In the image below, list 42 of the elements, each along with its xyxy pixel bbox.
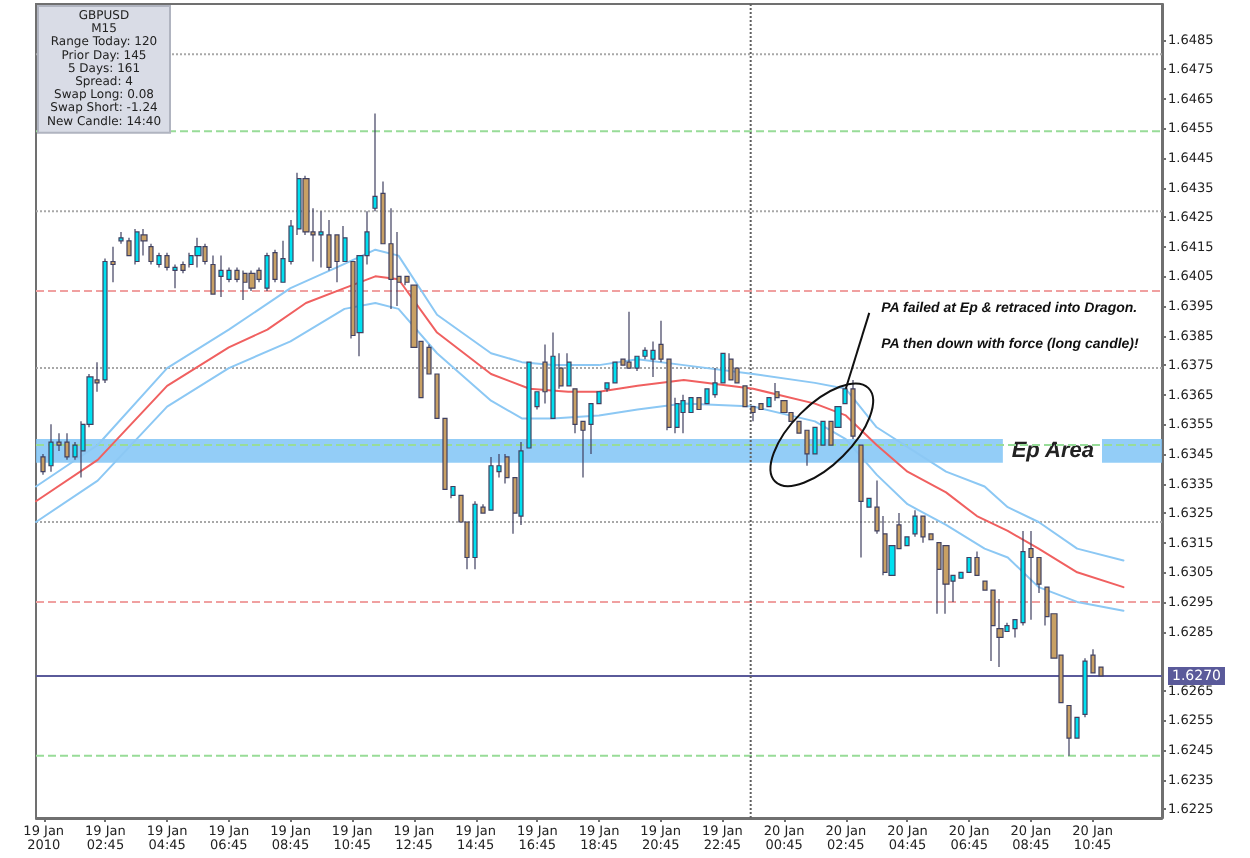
candlestick xyxy=(1028,530,1034,621)
candlestick xyxy=(318,210,324,269)
candlestick xyxy=(488,456,494,511)
candlestick xyxy=(194,237,202,269)
candlestick xyxy=(680,394,686,434)
candlestick xyxy=(728,352,734,381)
candlestick xyxy=(612,361,618,384)
candlestick xyxy=(140,228,148,257)
candlestick xyxy=(264,252,270,292)
candlestick xyxy=(780,400,788,414)
candlestick xyxy=(126,237,132,257)
candlestick xyxy=(912,509,918,538)
candlestick xyxy=(64,432,70,461)
candlestick xyxy=(210,255,216,295)
candlestick xyxy=(148,243,154,266)
candlestick xyxy=(936,542,942,615)
candlestick xyxy=(242,269,248,301)
candlestick xyxy=(850,379,856,440)
candlestick xyxy=(48,423,54,473)
candlestick xyxy=(526,361,532,449)
candlestick xyxy=(566,352,572,387)
candlestick xyxy=(990,589,996,662)
candlestick xyxy=(626,311,632,369)
candlestick xyxy=(1066,704,1072,757)
candlestick xyxy=(804,429,810,467)
candlestick xyxy=(974,551,980,576)
candlestick xyxy=(858,444,864,559)
candlestick xyxy=(272,249,278,283)
candlestick xyxy=(218,255,224,298)
candlestick xyxy=(966,556,972,573)
candlestick xyxy=(550,331,556,419)
candlestick xyxy=(774,382,780,402)
candlestick xyxy=(248,269,256,292)
candlestick xyxy=(942,545,950,615)
candlestick xyxy=(1082,657,1088,718)
candlestick xyxy=(202,243,208,266)
band-label: Ep Area xyxy=(1011,438,1094,463)
candlestick xyxy=(920,515,926,544)
candlestick xyxy=(156,252,162,269)
candlestick xyxy=(472,500,478,570)
candlestick xyxy=(134,228,140,266)
candlestick xyxy=(518,441,524,526)
